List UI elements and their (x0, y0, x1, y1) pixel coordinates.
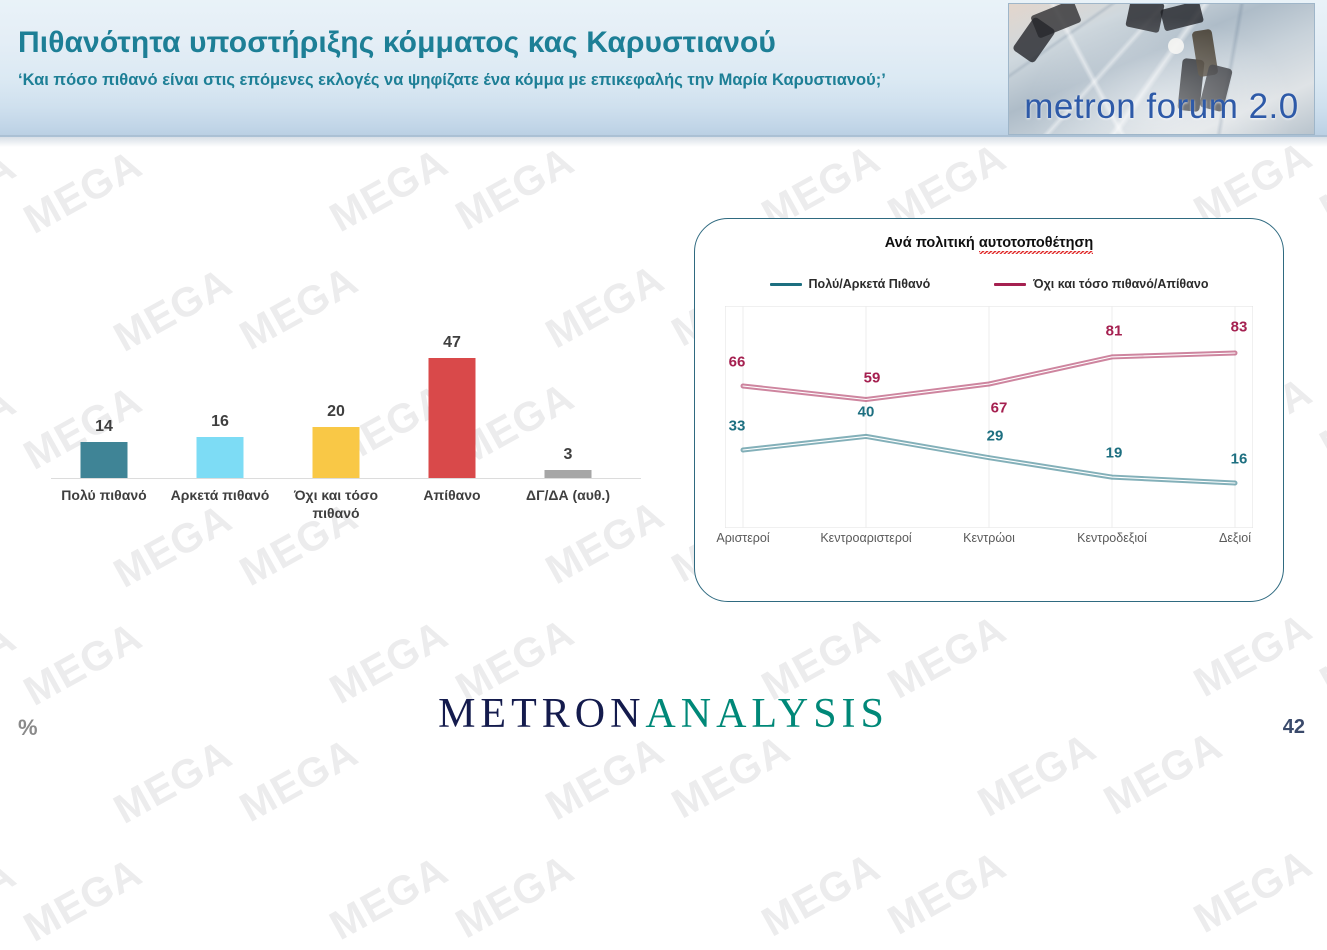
line-chart-legend: Πολύ/Αρκετά Πιθανό Όχι και τόσο πιθανό/Απ… (695, 277, 1283, 291)
watermark-text: MEGA (448, 137, 582, 240)
watermark-text: MEGA (322, 139, 456, 242)
watermark-text: MEGA (664, 725, 798, 828)
line-chart-category-axis: Αριστεροί Κεντροαριστεροί Κεντρώοι Κεντροδε… (717, 531, 1262, 555)
bar-value-label: 16 (211, 413, 229, 431)
watermark-text: MEGA (1186, 840, 1320, 943)
x-axis-tick-label: Αριστεροί (716, 531, 769, 545)
watermark-text: MEGA (0, 850, 24, 950)
line-value-label: 29 (987, 427, 1004, 444)
bar-column: 20 (278, 350, 394, 478)
watermark-text: MEGA (448, 845, 582, 948)
line-chart-svg (725, 306, 1253, 528)
page-subtitle: ‘Και πόσο πιθανό είναι στις επόμενες εκλ… (18, 69, 928, 93)
metron-forum-logo: metron forum 2.0 (1008, 3, 1315, 135)
line-chart-plot-area: 33 40 29 19 16 66 59 67 81 83 (725, 306, 1253, 528)
line-chart-title-misspelled-word: αυτοτοποθέτηση (979, 235, 1093, 254)
bar-value-label: 3 (564, 446, 573, 464)
watermark-text: MEGA (754, 843, 888, 946)
bar-column: 14 (46, 350, 162, 478)
line-value-label: 59 (864, 369, 881, 386)
page-title: Πιθανότητα υποστήριξης κόμματος κας Καρυ… (18, 26, 776, 60)
line-chart-title-prefix: Ανά πολιτική (885, 235, 979, 251)
legend-label: Πολύ/Αρκετά Πιθανό (809, 277, 931, 291)
bar-category-label: Όχι και τόσο πιθανό (278, 487, 394, 522)
bar-value-label: 14 (95, 418, 113, 436)
watermark-text: MEGA (232, 257, 366, 360)
legend-swatch-icon (994, 283, 1026, 286)
logo-text: metron forum 2.0 (1009, 87, 1314, 127)
bar-chart-baseline (51, 478, 641, 479)
x-axis-tick-label: Κεντρώοι (963, 531, 1015, 545)
line-value-label: 40 (858, 404, 875, 421)
bar-category-label: ΔΓ/ΔΑ (αυθ.) (510, 487, 626, 505)
metron-analysis-logo: METRONANALYSIS (0, 690, 1327, 738)
watermark-text: MEGA (1312, 366, 1327, 469)
bar (81, 442, 128, 478)
bar-category-label: Απίθανο (394, 487, 510, 505)
x-axis-tick-label: Κεντροαριστεροί (820, 531, 911, 545)
line-value-label: 83 (1231, 318, 1248, 335)
line-value-label: 16 (1231, 450, 1248, 467)
watermark-text: MEGA (880, 842, 1014, 945)
bar-category-label: Πολύ πιθανό (46, 487, 162, 505)
x-axis-tick-label: Κεντροδεξιοί (1077, 531, 1147, 545)
legend-swatch-icon (770, 283, 802, 286)
bar-column: 3 (510, 350, 626, 478)
watermark-text: MEGA (0, 378, 24, 481)
watermark-text: MEGA (970, 724, 1104, 827)
watermark-text: MEGA (16, 141, 150, 244)
bar-category-label: Αρκετά πιθανό (162, 487, 278, 505)
bar-value-label: 47 (443, 334, 461, 352)
watermark-text: MEGA (106, 731, 240, 834)
watermark-text: MEGA (106, 259, 240, 362)
legend-item-0[interactable]: Πολύ/Αρκετά Πιθανό (770, 277, 931, 291)
bar-chart-plot-area: 14 16 20 47 3 (46, 350, 646, 478)
line-chart-title: Ανά πολιτική αυτοτοποθέτηση (695, 235, 1283, 254)
line-value-label: 66 (729, 353, 746, 370)
bar-value-label: 20 (327, 403, 345, 421)
legend-item-1[interactable]: Όχι και τόσο πιθανό/Απίθανο (994, 277, 1208, 291)
bar (197, 437, 244, 478)
bar-column: 16 (162, 350, 278, 478)
x-axis-tick-label: Δεξιοί (1219, 531, 1251, 545)
watermark-text: MEGA (538, 255, 672, 358)
line-value-label: 19 (1106, 445, 1123, 462)
brand-metron: METRON (438, 691, 645, 737)
page-number: 42 (1283, 716, 1305, 739)
watermark-text: MEGA (538, 727, 672, 830)
bar (545, 470, 592, 478)
bar (313, 427, 360, 478)
line-value-label: 67 (991, 400, 1008, 417)
watermark-text: MEGA (0, 142, 24, 245)
bar (429, 358, 476, 478)
line-value-label: 33 (729, 417, 746, 434)
watermark-text: MEGA (16, 849, 150, 950)
line-value-label: 81 (1106, 322, 1123, 339)
legend-label: Όχι και τόσο πιθανό/Απίθανο (1033, 277, 1208, 291)
watermark-text: MEGA (232, 729, 366, 832)
watermark-text: MEGA (322, 847, 456, 950)
brand-analysis: ANALYSIS (645, 691, 888, 737)
line-chart-panel: Ανά πολιτική αυτοτοποθέτηση Πολύ/Αρκετά … (694, 218, 1284, 602)
bar-column: 47 (394, 350, 510, 478)
